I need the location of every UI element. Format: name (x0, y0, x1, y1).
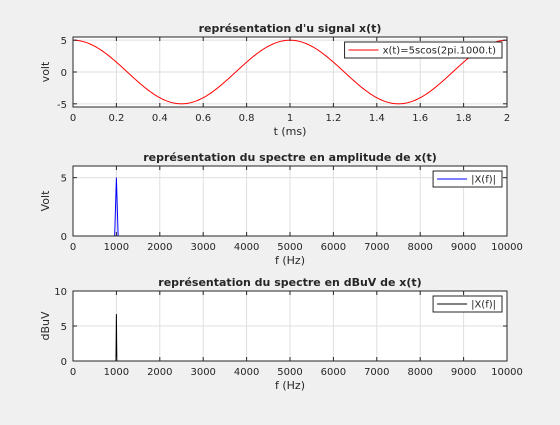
chart-title: représentation du spectre en dBuV de x(t… (158, 276, 421, 289)
x-axis-label: f (Hz) (275, 379, 305, 392)
x-tick-label: 1.8 (456, 113, 472, 124)
x-tick-label: 1.4 (369, 113, 385, 124)
x-tick-label: 2000 (147, 367, 172, 378)
y-tick-label: 5 (61, 174, 67, 185)
x-tick-label: 5000 (277, 367, 302, 378)
x-tick-label: 3000 (190, 242, 215, 253)
legend: |X(f)| (432, 295, 503, 313)
x-tick-label: 0.2 (108, 113, 124, 124)
x-tick-label: 1.6 (412, 113, 428, 124)
x-tick-label: 1000 (104, 242, 129, 253)
x-tick-label: 2000 (147, 242, 172, 253)
x-tick-label: 1 (287, 113, 293, 124)
x-tick-label: 10000 (491, 367, 523, 378)
x-tick-label: 7000 (364, 367, 389, 378)
legend-label: x(t)=5scos(2pi.1000.t) (383, 46, 497, 57)
x-tick-label: 0 (70, 242, 76, 253)
subplot-3: 0 1000 2000 3000 4000 5000 6000 7000 8000 9000 100… (39, 276, 523, 392)
x-tick-label: 4000 (234, 367, 259, 378)
legend: |X(f)| (432, 170, 503, 188)
legend-box (432, 170, 503, 188)
x-axis-label: f (Hz) (275, 254, 305, 267)
x-tick-label: 7000 (364, 242, 389, 253)
y-tick-label: 0 (61, 68, 67, 79)
y-axis-label: volt (39, 61, 52, 82)
y-tick-label: 5 (61, 36, 67, 47)
x-tick-label: 3000 (190, 367, 215, 378)
y-tick-label: 0 (61, 357, 67, 368)
x-tick-label: 8000 (407, 242, 432, 253)
y-tick-label: 0 (61, 232, 67, 243)
y-axis-label: dBuV (39, 311, 52, 341)
legend-box (432, 295, 503, 313)
x-tick-label: 1000 (104, 367, 129, 378)
x-tick-label: 5000 (277, 242, 302, 253)
y-tick-label: 10 (54, 287, 67, 298)
legend-label: |X(f)| (471, 300, 496, 311)
x-tick-label: 2 (504, 113, 510, 124)
x-axis-label: t (ms) (274, 125, 307, 138)
x-tick-label: 0.8 (239, 113, 255, 124)
series-line-1 (115, 314, 118, 362)
x-tick-label: 0.6 (195, 113, 211, 124)
x-tick-label: 0 (70, 113, 76, 124)
x-tick-label: 4000 (234, 242, 259, 253)
y-tick-label: -5 (57, 100, 67, 111)
chart-title: représentation d'u signal x(t) (199, 22, 382, 35)
x-tick-label: 0.4 (152, 113, 168, 124)
x-tick-label: 8000 (407, 367, 432, 378)
x-tick-label: 6000 (321, 242, 346, 253)
subplot-1: 0 0.2 0.4 0.6 0.8 1 1.2 1.4 1.6 1.8 2-505représent… (39, 22, 510, 138)
legend: x(t)=5scos(2pi.1000.t) (344, 41, 503, 59)
x-tick-label: 6000 (321, 367, 346, 378)
y-axis-label: Volt (39, 190, 52, 211)
legend-box (344, 41, 503, 59)
chart-title: représentation du spectre en amplitude d… (143, 151, 437, 164)
x-tick-label: 1.2 (325, 113, 341, 124)
x-tick-label: 10000 (491, 242, 523, 253)
x-tick-label: 9000 (451, 367, 476, 378)
subplot-2: 0 1000 2000 3000 4000 5000 6000 7000 8000 9000 100… (39, 151, 523, 267)
x-tick-label: 9000 (451, 242, 476, 253)
legend-label: |X(f)| (471, 175, 496, 186)
y-tick-label: 5 (61, 322, 67, 333)
x-tick-label: 0 (70, 367, 76, 378)
